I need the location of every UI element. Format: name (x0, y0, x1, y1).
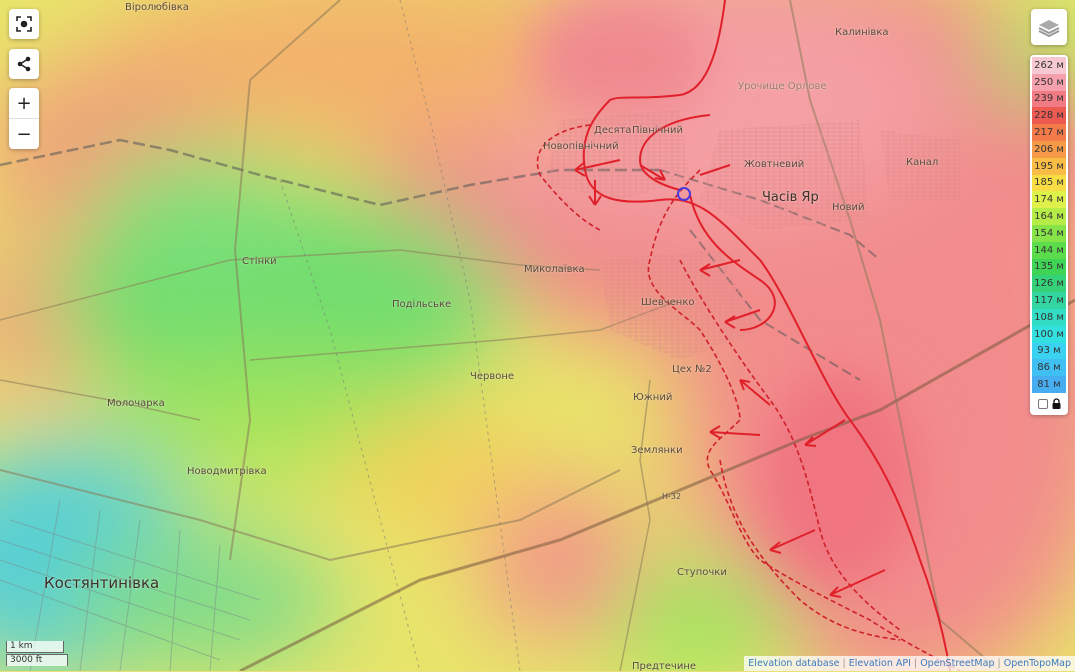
legend-item: 228 м (1032, 107, 1066, 125)
scale-metric: 1 km (6, 641, 64, 653)
place-label: Десята (594, 125, 632, 136)
legend-item: 250 м (1032, 73, 1066, 91)
place-label: Віролюбівка (125, 2, 189, 13)
legend-item: 262 м (1032, 57, 1066, 74)
urban-areas (545, 110, 960, 360)
zoom-out-button[interactable]: − (9, 118, 39, 149)
attack-arrows (574, 159, 886, 598)
scale-bar: 1 km 3000 ft (6, 641, 68, 666)
zoom-in-button[interactable]: + (16, 92, 32, 114)
place-label: Північний (632, 125, 683, 136)
legend-item: 126 м (1032, 275, 1066, 293)
legend-item: 144 м (1032, 241, 1066, 259)
legend-item: 86 м (1032, 359, 1066, 377)
place-label: Червоне (470, 371, 515, 382)
share-control (9, 49, 39, 79)
fullscreen-button[interactable] (9, 9, 39, 39)
attribution: Elevation database | Elevation API | Ope… (744, 656, 1075, 671)
place-label: Калинівка (835, 27, 889, 38)
place-label: Южний (633, 392, 673, 403)
legend-footer (1032, 393, 1066, 415)
legend-item: 93 м (1032, 342, 1066, 360)
place-label: Канал (906, 157, 939, 168)
zoom-control: + − (9, 88, 39, 149)
share-icon (17, 56, 31, 72)
legend-checkbox[interactable] (1037, 398, 1048, 409)
layers-icon (1038, 20, 1060, 38)
focus-frame-icon (16, 16, 32, 32)
legend-item: 185 м (1032, 174, 1066, 192)
place-label: Шевченко (641, 297, 695, 308)
place-label: Новодмитрівка (187, 466, 267, 477)
layers-button[interactable] (1031, 9, 1067, 45)
legend-item: 174 м (1032, 191, 1066, 209)
place-label: Землянки (631, 445, 683, 456)
position-marker[interactable] (677, 187, 691, 201)
front-lines (582, 0, 951, 671)
road-label: Н-32 (662, 492, 682, 501)
legend-item: 154 м (1032, 224, 1066, 242)
legend-item: 164 м (1032, 208, 1066, 225)
place-label: Жовтневий (744, 159, 805, 170)
legend-item: 100 м (1032, 325, 1066, 343)
legend-item: 108 м (1032, 308, 1066, 326)
legend-item: 217 м (1032, 124, 1066, 141)
legend-item: 135 м (1032, 258, 1066, 276)
front-lines-dashed (536, 124, 961, 671)
legend-item: 206 м (1032, 140, 1066, 158)
attribution-link[interactable]: OpenStreetMap (920, 658, 995, 669)
attribution-link[interactable]: OpenTopoMap (1003, 658, 1071, 669)
legend-item: 239 м (1032, 90, 1066, 108)
attribution-link[interactable]: Elevation database (748, 658, 840, 669)
attribution-link[interactable]: Elevation API (848, 658, 911, 669)
place-label: Урочище Орлове (738, 81, 827, 92)
fullscreen-control (9, 9, 39, 39)
place-label: Предтечине (632, 661, 697, 672)
kostiantynivka-grid (0, 499, 261, 671)
legend-item: 117 м (1032, 292, 1066, 309)
legend-item: 81 м (1032, 376, 1066, 393)
scale-imperial: 3000 ft (6, 654, 68, 666)
place-label: Стінки (242, 256, 277, 267)
place-label: Цех №2 (672, 364, 712, 375)
legend-item: 195 м (1032, 157, 1066, 175)
lock-icon[interactable] (1052, 398, 1061, 410)
place-label: Новий (832, 202, 865, 213)
place-label: Костянтинівка (44, 574, 160, 592)
place-label: Подільське (392, 299, 452, 310)
place-label: Новопівнічний (543, 141, 619, 152)
place-label: Миколаївка (524, 264, 585, 275)
place-label: Ступочки (677, 567, 727, 578)
place-label: Молочарка (107, 398, 165, 409)
elevation-legend: 262 м 250 м 239 м 228 м 217 м 206 м 195 м 185 м… (1030, 55, 1068, 415)
place-label: Часів Яр (762, 190, 819, 205)
share-button[interactable] (9, 49, 39, 79)
